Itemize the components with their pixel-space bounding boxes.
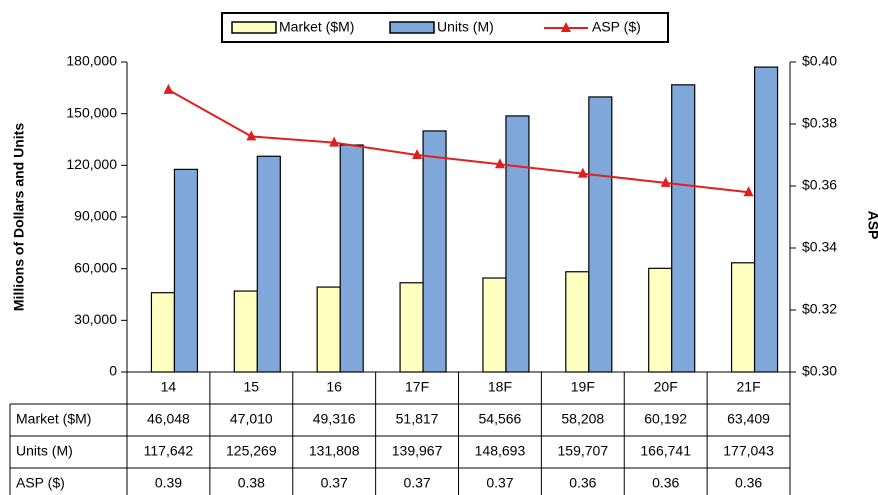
- line-marker: [246, 130, 257, 141]
- table-cell: 58,208: [561, 411, 604, 427]
- line-marker: [577, 167, 588, 178]
- y-tick-label: 90,000: [74, 208, 117, 224]
- table-cell: 131,808: [309, 443, 360, 459]
- table-cell: 51,817: [396, 411, 439, 427]
- bar: [256, 155, 281, 373]
- table-row-label: Market ($M): [16, 411, 91, 427]
- legend-swatch: [389, 21, 435, 34]
- x-tick-label: 16: [326, 379, 342, 395]
- bar: [399, 282, 424, 373]
- bar: [505, 115, 530, 373]
- bar: [339, 144, 364, 373]
- y2-axis-title: ASP: [865, 211, 878, 240]
- table-cell: 49,316: [313, 411, 356, 427]
- y2-tick-label: $0.36: [802, 177, 837, 193]
- x-tick-label: 19F: [571, 379, 595, 395]
- legend-swatch: [231, 21, 277, 34]
- table-cell: 117,642: [144, 443, 194, 459]
- line-marker: [163, 83, 174, 94]
- x-tick-label: 15: [244, 379, 260, 395]
- table-cell: 47,010: [230, 411, 273, 427]
- bar: [753, 66, 779, 373]
- y-tick-label: 0: [109, 363, 117, 379]
- bar: [648, 267, 673, 373]
- table-cell: 0.39: [155, 475, 182, 491]
- legend-box: [221, 12, 669, 43]
- bar: [316, 286, 341, 373]
- bar: [730, 262, 756, 373]
- legend-label: Market ($M): [279, 19, 354, 35]
- x-tick-label: 14: [161, 379, 177, 395]
- table-cell: 0.37: [403, 475, 430, 491]
- y-tick-label: 60,000: [74, 259, 117, 275]
- bar: [671, 84, 696, 373]
- y-tick-label: 30,000: [74, 311, 117, 327]
- x-tick-label: 17F: [405, 379, 429, 395]
- table-row-label: Units (M): [16, 443, 73, 459]
- y-tick-label: 180,000: [66, 53, 117, 69]
- table-cell: 166,741: [640, 443, 691, 459]
- x-tick-label: 20F: [654, 379, 678, 395]
- line-marker: [329, 136, 340, 147]
- line-marker: [660, 176, 671, 187]
- y-tick-label: 120,000: [66, 156, 117, 172]
- y-tick-label: 150,000: [66, 104, 117, 120]
- bar: [233, 290, 258, 373]
- table-cell: 0.36: [735, 475, 762, 491]
- table-cell: 60,192: [644, 411, 687, 427]
- bar: [422, 130, 447, 373]
- legend-label: ASP ($): [592, 19, 641, 35]
- x-tick-label: 21F: [737, 379, 761, 395]
- table-cell: 139,967: [392, 443, 443, 459]
- table-cell: 177,043: [723, 443, 774, 459]
- line-marker: [743, 186, 754, 197]
- table-cell: 159,707: [558, 443, 609, 459]
- y2-tick-label: $0.34: [802, 239, 837, 255]
- x-tick-label: 18F: [488, 379, 512, 395]
- bar: [565, 271, 590, 373]
- table-cell: 148,693: [475, 443, 526, 459]
- line-marker: [494, 158, 505, 169]
- table-cell: 0.37: [321, 475, 348, 491]
- table-cell: 0.38: [238, 475, 265, 491]
- table-cell: 54,566: [479, 411, 522, 427]
- y2-tick-label: $0.30: [802, 363, 837, 379]
- line: [167, 89, 749, 194]
- legend-label: Units (M): [437, 19, 494, 35]
- table-row-label: ASP ($): [16, 475, 65, 491]
- legend-swatch: [561, 22, 571, 32]
- line-marker: [412, 149, 423, 159]
- bar: [150, 292, 176, 373]
- table-cell: 0.36: [569, 475, 596, 491]
- y-axis-title: Millions of Dollars and Units: [11, 123, 27, 311]
- table-cell: 0.37: [486, 475, 513, 491]
- bar: [173, 168, 199, 373]
- table-cell: 125,269: [226, 443, 277, 459]
- y2-tick-label: $0.32: [802, 301, 837, 317]
- table-cell: 0.36: [652, 475, 679, 491]
- table-cell: 46,048: [147, 411, 190, 427]
- y2-tick-label: $0.38: [802, 115, 837, 131]
- bar: [482, 277, 507, 373]
- bar: [588, 96, 613, 373]
- table-cell: 63,409: [727, 411, 770, 427]
- y2-tick-label: $0.40: [802, 53, 837, 69]
